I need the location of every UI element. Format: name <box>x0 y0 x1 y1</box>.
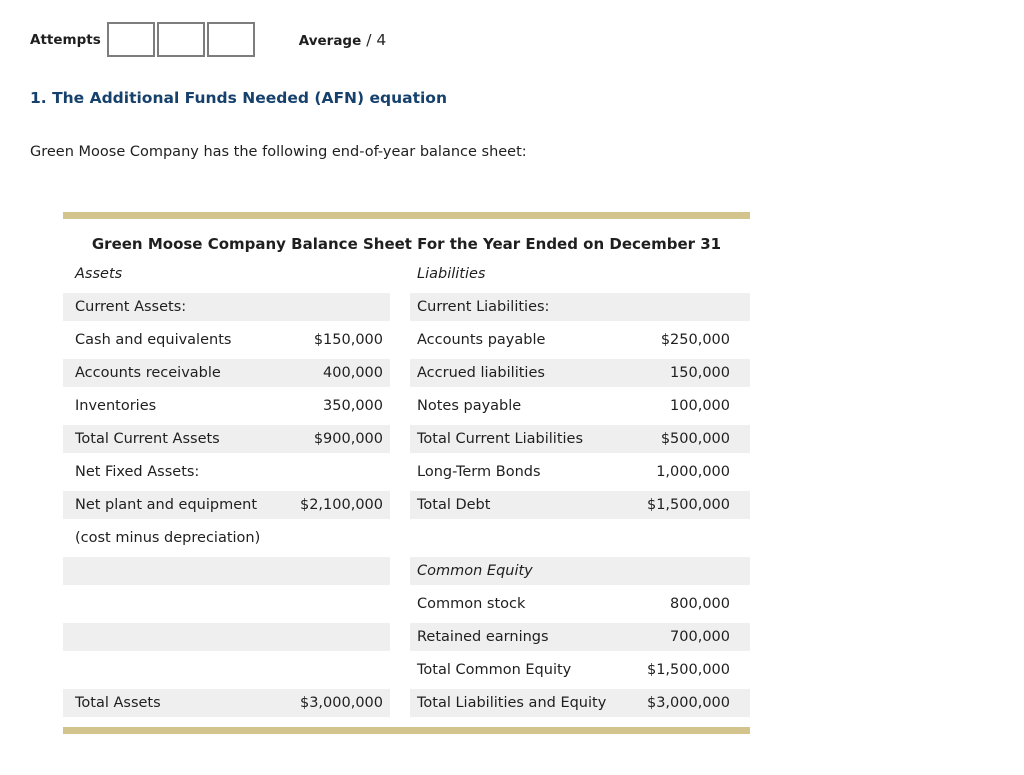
average-score: Average / 4 <box>299 31 387 49</box>
intro-text: Green Moose Company has the following en… <box>30 144 527 160</box>
balance-sheet-row: Total Current Assets $900,000 Total Curre… <box>63 425 750 453</box>
liability-value: 100,000 <box>670 398 730 414</box>
question-heading: 1. The Additional Funds Needed (AFN) equ… <box>30 89 447 107</box>
liability-label: Retained earnings <box>417 629 549 645</box>
balance-sheet-row: Current Assets: Current Liabilities: <box>63 293 750 321</box>
asset-value: $150,000 <box>313 332 383 348</box>
accent-bar-top <box>63 212 750 219</box>
asset-label: Inventories <box>75 398 157 414</box>
asset-label: Total Assets <box>75 695 161 711</box>
liability-value: $500,000 <box>660 431 730 447</box>
asset-value: $2,100,000 <box>299 497 383 513</box>
balance-sheet-row: Inventories 350,000 Notes payable 100,000 <box>63 392 750 420</box>
assets-header: Assets <box>75 266 123 282</box>
liability-value: 1,000,000 <box>656 464 730 480</box>
asset-label: Net Fixed Assets: <box>75 464 200 480</box>
accent-bar-bottom <box>63 727 750 734</box>
asset-value: $3,000,000 <box>299 695 383 711</box>
balance-sheet-row: Total Assets $3,000,000 Total Liabilities… <box>63 689 750 717</box>
balance-sheet-title: Green Moose Company Balance Sheet For th… <box>91 235 722 253</box>
liability-label: Notes payable <box>417 398 522 414</box>
balance-sheet-row: Accounts receivable 400,000 Accrued liabi… <box>63 359 750 387</box>
attempt-score-box <box>156 22 205 57</box>
balance-sheet-row: (cost minus depreciation) <box>63 524 750 552</box>
balance-sheet-rows: Current Assets: Current Liabilities: Cas… <box>63 293 750 717</box>
liabilities-header: Liabilities <box>417 266 486 282</box>
balance-sheet-row: Common stock 800,000 <box>63 590 750 618</box>
asset-label: Net plant and equipment <box>75 497 258 513</box>
attempts-label: Attempts <box>30 31 101 48</box>
liability-label: Current Liabilities: <box>417 299 550 315</box>
liability-value: $250,000 <box>660 332 730 348</box>
asset-label: (cost minus depreciation) <box>75 530 261 546</box>
asset-label: Accounts receivable <box>75 365 221 381</box>
attempts-tracker: Attempts Average / 4 <box>30 22 1024 57</box>
balance-sheet-row: Cash and equivalents $150,000 Accounts pa… <box>63 326 750 354</box>
liability-value: 150,000 <box>670 365 730 381</box>
average-denominator: / 4 <box>366 30 387 49</box>
attempt-boxes <box>106 22 255 57</box>
liability-value: 800,000 <box>670 596 730 612</box>
balance-sheet-row: Retained earnings 700,000 <box>63 623 750 651</box>
liability-label: Long-Term Bonds <box>417 464 541 480</box>
liability-label: Accounts payable <box>417 332 546 348</box>
liability-value: $1,500,000 <box>646 497 730 513</box>
balance-sheet: Green Moose Company Balance Sheet For th… <box>63 212 750 734</box>
balance-sheet-row: Net Fixed Assets: Long-Term Bonds 1,000,0… <box>63 458 750 486</box>
asset-value: $900,000 <box>313 431 383 447</box>
liability-label: Common stock <box>417 596 526 612</box>
liability-label: Total Common Equity <box>417 662 572 678</box>
balance-sheet-column-headers: Assets Liabilities <box>63 266 750 282</box>
asset-value: 400,000 <box>323 365 383 381</box>
liability-label: Accrued liabilities <box>417 365 545 381</box>
liability-value: $3,000,000 <box>646 695 730 711</box>
liability-value: 700,000 <box>670 629 730 645</box>
average-label: Average <box>298 32 362 49</box>
asset-label: Current Assets: <box>75 299 187 315</box>
asset-label: Total Current Assets <box>75 431 220 447</box>
liability-label: Total Current Liabilities <box>417 431 584 447</box>
asset-value: 350,000 <box>323 398 383 414</box>
liability-label: Total Debt <box>417 497 491 513</box>
liability-label: Total Liabilities and Equity <box>417 695 607 711</box>
attempt-score-box <box>206 22 255 57</box>
attempt-score-box <box>106 22 155 57</box>
liability-value: $1,500,000 <box>646 662 730 678</box>
balance-sheet-row: Total Common Equity $1,500,000 <box>63 656 750 684</box>
asset-label: Cash and equivalents <box>75 332 232 348</box>
balance-sheet-row: Common Equity <box>63 557 750 585</box>
common-equity-section-label: Common Equity <box>417 563 533 579</box>
balance-sheet-row: Net plant and equipment $2,100,000 Total … <box>63 491 750 519</box>
